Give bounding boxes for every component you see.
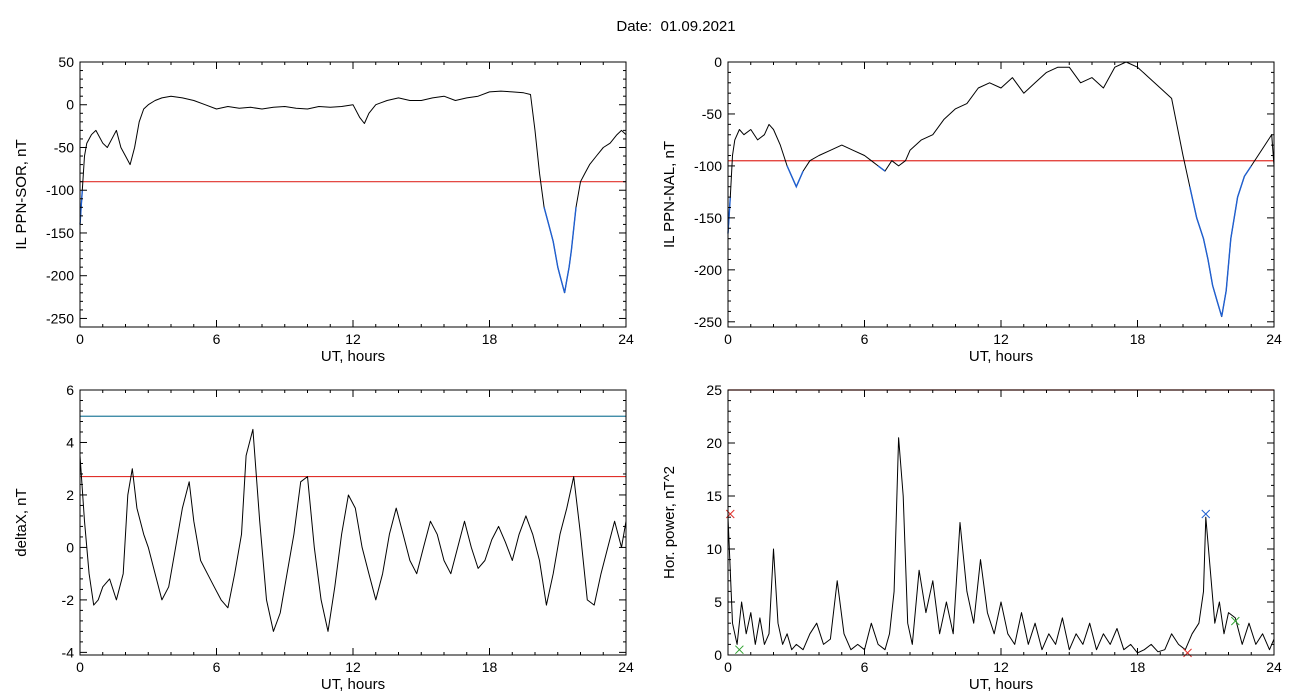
y-tick-label: -250 bbox=[694, 314, 722, 330]
x-tick-label: 12 bbox=[993, 331, 1009, 347]
x-tick-label: 18 bbox=[482, 331, 498, 347]
x-axis-label: UT, hours bbox=[321, 348, 385, 365]
y-tick-label: 0 bbox=[714, 647, 722, 663]
y-tick-label: 10 bbox=[706, 541, 722, 557]
x-axis-label: UT, hours bbox=[321, 676, 385, 693]
y-tick-label: -200 bbox=[46, 268, 74, 284]
y-tick-label: 0 bbox=[66, 539, 74, 555]
y-tick-label: 50 bbox=[58, 54, 74, 70]
panel-ppn-sor: 0 6 12 18 24 -250 -200 -150 -100 -50 0 50 UT, hours I… bbox=[13, 54, 634, 365]
plot-frame bbox=[727, 389, 1275, 656]
x-tick-label: 12 bbox=[993, 659, 1009, 675]
x-tick-label: 12 bbox=[345, 659, 361, 675]
y-tick-label: -50 bbox=[702, 106, 722, 122]
x-tick-label: 24 bbox=[1266, 659, 1282, 675]
y-tick-label: -50 bbox=[54, 139, 74, 155]
y-tick-label: -100 bbox=[46, 182, 74, 198]
x-tick-label: 0 bbox=[76, 331, 84, 347]
x-tick-label: 0 bbox=[76, 659, 84, 675]
below-threshold-segment bbox=[1189, 165, 1252, 317]
plot-frame bbox=[79, 61, 627, 328]
x-marker bbox=[1230, 616, 1240, 626]
x-tick-label: 6 bbox=[213, 659, 221, 675]
y-tick-label: 2 bbox=[66, 487, 74, 503]
panel-hor-power: 0 6 12 18 24 0 5 10 15 20 25 UT, hours Hor. power, n… bbox=[661, 382, 1282, 693]
x-tick-label: 0 bbox=[724, 331, 732, 347]
y-tick-label: 5 bbox=[714, 594, 722, 610]
y-tick-label: -150 bbox=[46, 225, 74, 241]
x-tick-label: 24 bbox=[618, 331, 634, 347]
below-threshold-segment bbox=[786, 165, 804, 189]
y-tick-label: -250 bbox=[46, 310, 74, 326]
plot-frame bbox=[79, 389, 627, 656]
y-axis-label: IL PPN-NAL, nT bbox=[661, 141, 678, 248]
x-marker bbox=[1183, 648, 1192, 658]
y-axis-label: IL PPN-SOR, nT bbox=[13, 139, 30, 249]
y-tick-label: 6 bbox=[66, 382, 74, 398]
series-line bbox=[727, 437, 1275, 654]
below-threshold-segment bbox=[877, 165, 886, 172]
below-threshold-segment bbox=[543, 207, 577, 293]
y-tick-label: -200 bbox=[694, 262, 722, 278]
y-tick-label: -150 bbox=[694, 210, 722, 226]
x-tick-label: 24 bbox=[1266, 331, 1282, 347]
y-tick-label: 20 bbox=[706, 435, 722, 451]
x-tick-label: 6 bbox=[861, 659, 869, 675]
series-line bbox=[727, 61, 1275, 318]
x-tick-label: 18 bbox=[1130, 331, 1146, 347]
x-marker bbox=[1201, 509, 1211, 519]
y-tick-label: 25 bbox=[706, 382, 722, 398]
y-tick-label: -100 bbox=[694, 158, 722, 174]
x-axis-label: UT, hours bbox=[969, 348, 1033, 365]
panel-ppn-nal: 0 6 12 18 24 -250 -200 -150 -100 -50 0 UT, hours IL … bbox=[661, 54, 1282, 365]
y-tick-label: 4 bbox=[66, 434, 74, 450]
x-tick-label: 12 bbox=[345, 331, 361, 347]
y-tick-label: 0 bbox=[714, 54, 722, 70]
y-axis-label: Hor. power, nT^2 bbox=[661, 466, 678, 579]
y-tick-label: 0 bbox=[66, 97, 74, 113]
x-axis-label: UT, hours bbox=[969, 676, 1033, 693]
y-axis-label: deltaX, nT bbox=[13, 488, 30, 556]
series-line bbox=[79, 90, 627, 294]
x-tick-label: 18 bbox=[1130, 659, 1146, 675]
series-line bbox=[79, 428, 627, 632]
date-title: Date: 01.09.2021 bbox=[616, 18, 736, 35]
y-tick-label: 15 bbox=[706, 488, 722, 504]
y-tick-label: -2 bbox=[62, 592, 75, 608]
y-tick-label: -4 bbox=[62, 644, 75, 660]
x-tick-label: 18 bbox=[482, 659, 498, 675]
x-tick-label: 0 bbox=[724, 659, 732, 675]
x-marker bbox=[735, 645, 744, 655]
x-tick-label: 6 bbox=[213, 331, 221, 347]
x-tick-label: 24 bbox=[618, 659, 634, 675]
x-tick-label: 6 bbox=[861, 331, 869, 347]
